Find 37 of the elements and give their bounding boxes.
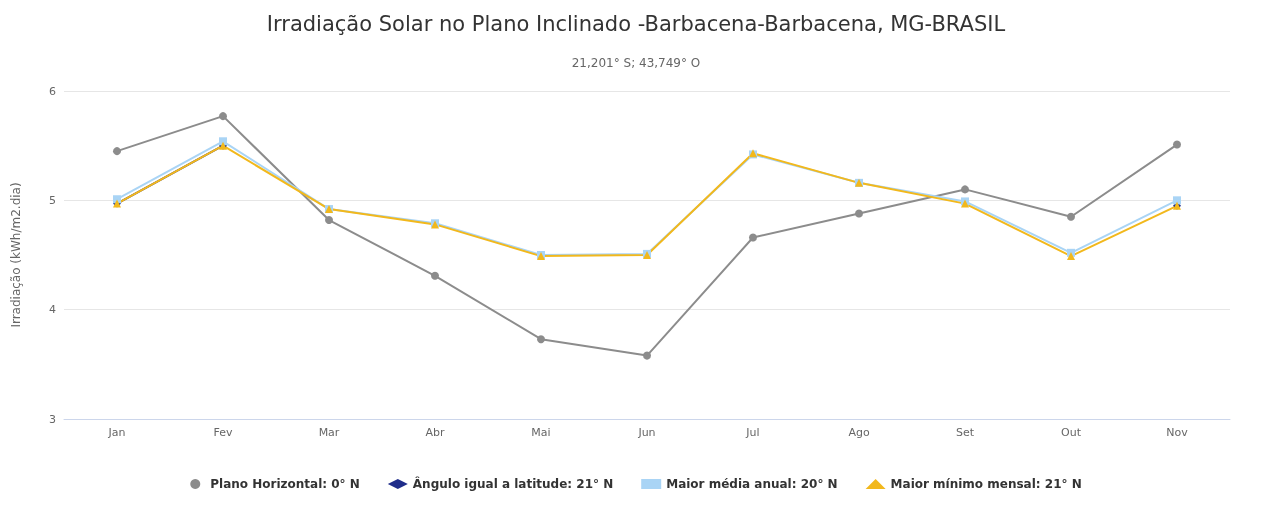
point [431,271,439,280]
x-tick-label: Abr [425,426,445,439]
y-axis-title: Irradiação (kWh/m2.dia) [9,182,23,328]
legend-label: Maior média anual: 20° N [666,477,838,491]
x-tick-label: Jul [745,426,760,439]
x-tick-label: Mar [318,426,340,439]
point [113,147,121,156]
point [537,335,545,344]
legend-label: Maior mínimo mensal: 21° N [890,477,1082,491]
x-tick-label: Ago [848,426,870,439]
y-tick-label: 5 [49,193,56,207]
x-tick-label: Jan [107,426,126,439]
point [113,195,121,204]
point [855,209,863,218]
point [1173,140,1181,149]
legend-label: Plano Horizontal: 0° N [210,477,360,491]
x-tick-label: Jun [637,426,656,439]
point [219,112,227,121]
x-tick-label: Nov [1166,426,1189,439]
y-tick-label: 4 [49,303,56,317]
point [961,185,969,194]
chart-title: Irradiação Solar no Plano Inclinado -Barbacena-Barbacena, MG-BRASIL [266,11,1006,36]
point [643,351,651,360]
point [1067,252,1075,261]
y-tick-label: 6 [49,84,56,98]
x-tick-label: Fev [213,426,233,439]
x-tick-label: Mai [531,426,551,439]
point [1173,196,1181,205]
point [325,216,333,225]
point [219,137,227,146]
x-tick-label: Set [955,426,975,439]
x-tick-label: Out [1061,426,1082,439]
y-tick-label: 3 [49,412,56,426]
point [1067,212,1075,221]
chart-subtitle: 21,201° S; 43,749° O [571,56,701,70]
legend-label: Ângulo igual a latitude: 21° N [412,476,614,491]
point [749,233,757,242]
